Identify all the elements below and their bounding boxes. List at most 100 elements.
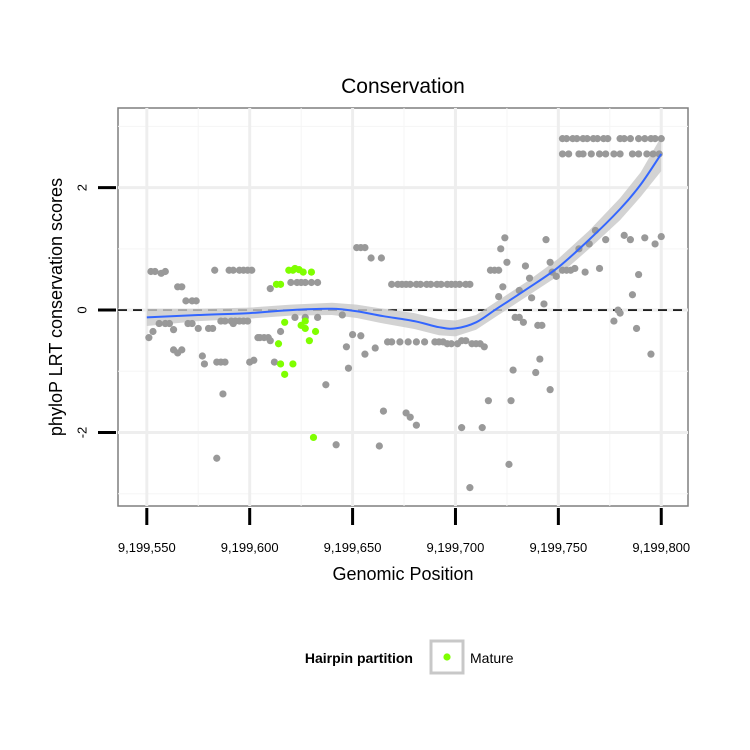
- data-point: [379, 407, 388, 415]
- chart-title: Conservation: [341, 75, 465, 98]
- data-point: [643, 150, 651, 158]
- data-point: [595, 150, 604, 158]
- data-point: [248, 266, 256, 274]
- x-tick-label: 9,199,550: [118, 540, 176, 555]
- data-point: [198, 352, 206, 360]
- data-point: [229, 319, 237, 328]
- data-point: [616, 150, 624, 158]
- data-point: [628, 291, 637, 299]
- data-point: [194, 324, 202, 333]
- data-point: [626, 135, 634, 143]
- smooth-line-layer: [146, 153, 663, 330]
- data-point: [651, 240, 659, 248]
- data-point: [287, 278, 295, 287]
- data-point: [200, 360, 209, 368]
- data-point: [571, 264, 579, 273]
- data-point: [357, 332, 365, 340]
- data-point: [628, 150, 637, 158]
- data-point: [348, 330, 357, 339]
- data-point: [632, 324, 641, 333]
- x-tick-label: 9,199,700: [427, 540, 485, 555]
- data-point: [635, 135, 643, 143]
- data-point-mature: [309, 433, 318, 442]
- data-point: [375, 442, 383, 450]
- data-point: [344, 364, 353, 372]
- data-point: [145, 334, 153, 342]
- data-point: [291, 313, 299, 322]
- data-point: [178, 283, 186, 291]
- data-point-mature: [299, 268, 307, 276]
- data-point: [647, 350, 655, 358]
- legend-title: Hairpin partition: [305, 650, 413, 666]
- data-point: [361, 244, 369, 252]
- data-point: [635, 270, 643, 279]
- data-point: [404, 338, 412, 346]
- legend-mature-swatch: [443, 653, 451, 661]
- data-point: [595, 264, 604, 273]
- data-point: [538, 321, 546, 329]
- data-point-mature: [281, 370, 289, 378]
- data-point: [525, 274, 534, 282]
- data-point-mature: [274, 340, 283, 348]
- data-point: [542, 236, 550, 244]
- data-point: [244, 317, 252, 325]
- x-axis-title: Genomic Position: [332, 564, 473, 584]
- data-point-mature: [272, 280, 281, 288]
- axes: 9,199,550 9,199,600 9,199,650 9,199,700 9,19…: [75, 184, 691, 555]
- data-point: [602, 150, 610, 158]
- data-point: [188, 319, 196, 328]
- data-point: [455, 280, 464, 288]
- data-point: [161, 267, 169, 276]
- data-point: [412, 338, 420, 346]
- data-point: [507, 397, 515, 405]
- data-point: [377, 254, 385, 262]
- data-point: [540, 300, 548, 308]
- data-point: [602, 236, 610, 244]
- data-point: [221, 358, 229, 366]
- data-point: [371, 344, 379, 352]
- data-point: [307, 278, 316, 287]
- y-axis-title: phyloP LRT conservation scores: [46, 178, 66, 436]
- smooth-fit-line: [146, 153, 663, 330]
- data-point: [301, 278, 309, 287]
- data-point: [495, 292, 503, 301]
- data-point: [270, 358, 278, 366]
- data-point: [536, 355, 544, 363]
- data-point: [151, 267, 159, 276]
- data-point-mature: [281, 318, 289, 326]
- x-tick-label: 9,199,800: [632, 540, 690, 555]
- data-point: [155, 319, 163, 328]
- data-point-mature: [301, 324, 309, 333]
- data-point: [616, 309, 624, 317]
- data-point: [388, 338, 396, 346]
- data-point: [314, 278, 322, 287]
- data-point: [499, 283, 507, 291]
- data-point: [604, 135, 612, 143]
- data-point: [169, 326, 178, 334]
- data-point: [416, 280, 425, 288]
- data-point: [509, 366, 517, 374]
- data-point: [583, 135, 591, 143]
- data-point-mature: [305, 337, 313, 345]
- data-point: [165, 319, 174, 328]
- data-point: [562, 135, 571, 143]
- data-point: [149, 327, 157, 336]
- data-point: [221, 317, 229, 325]
- data-point: [466, 484, 474, 492]
- data-point: [480, 343, 488, 351]
- data-point: [209, 324, 217, 333]
- data-point: [367, 254, 375, 262]
- x-tick-label: 9,199,600: [221, 540, 279, 555]
- data-point-mature: [307, 268, 316, 276]
- data-point: [338, 311, 346, 319]
- data-point: [573, 135, 581, 143]
- data-point: [519, 318, 527, 326]
- data-point: [388, 280, 396, 288]
- confidence-band-layer: [146, 136, 662, 337]
- data-point: [462, 337, 470, 345]
- data-point: [322, 381, 330, 389]
- data-point: [497, 245, 505, 253]
- data-point: [458, 424, 466, 432]
- data-point: [610, 317, 618, 325]
- y-tick-label: 0: [75, 306, 90, 313]
